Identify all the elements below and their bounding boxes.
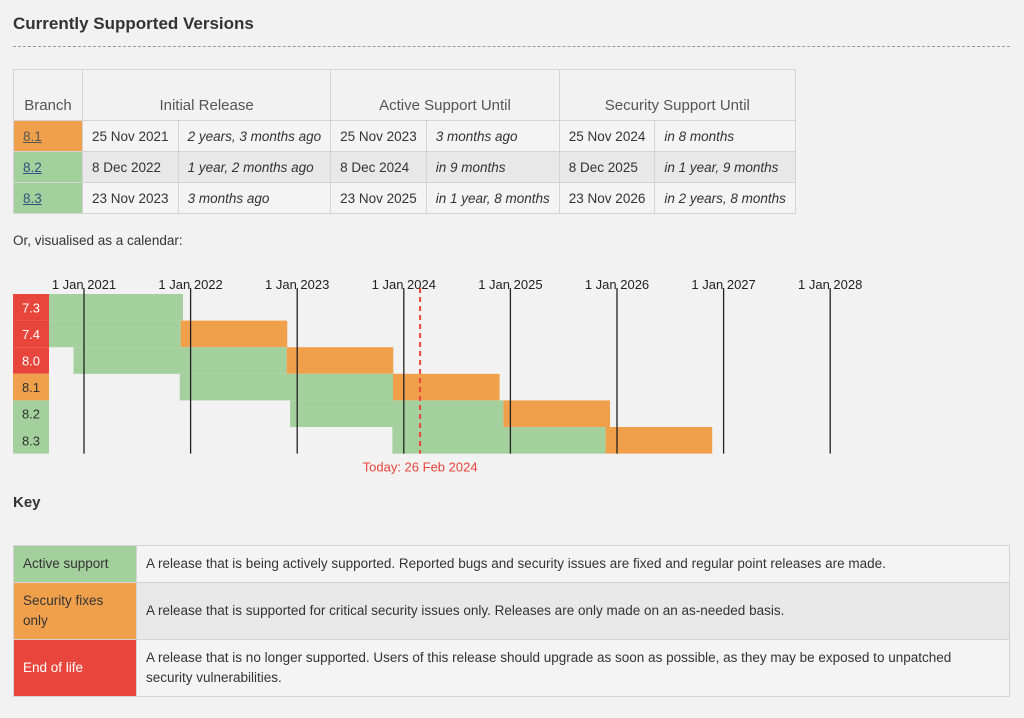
header-initial-release: Initial Release bbox=[81, 69, 332, 121]
branch-cell[interactable]: 8.1 bbox=[13, 120, 83, 152]
security-support-bar bbox=[286, 347, 394, 374]
key-desc-active: A release that is being actively support… bbox=[136, 545, 1010, 583]
branch-label-box bbox=[13, 373, 49, 401]
table-header-row: Branch Initial Release Active Support Un… bbox=[13, 69, 796, 121]
initial-relative: 2 years, 3 months ago bbox=[177, 120, 332, 152]
key-row-active: Active support A release that is being a… bbox=[13, 545, 1010, 583]
security-relative: in 8 months bbox=[654, 120, 796, 152]
branch-label-box bbox=[13, 427, 49, 454]
branch-link[interactable]: 8.1 bbox=[23, 128, 42, 144]
active-support-bar bbox=[49, 294, 184, 321]
key-desc-eol: A release that is no longer supported. U… bbox=[136, 639, 1010, 697]
table-row: 8.3 23 Nov 2023 3 months ago 23 Nov 2025… bbox=[13, 182, 796, 214]
branch-link[interactable]: 8.3 bbox=[23, 190, 42, 206]
today-label: Today: 26 Feb 2024 bbox=[363, 460, 478, 475]
header-branch: Branch bbox=[13, 69, 83, 121]
key-label-eol: End of life bbox=[13, 639, 137, 697]
header-security-support: Security Support Until bbox=[558, 69, 796, 121]
initial-relative: 3 months ago bbox=[177, 182, 332, 214]
key-label-security: Security fixes only bbox=[13, 582, 137, 640]
security-support-bar bbox=[605, 427, 713, 454]
branch-label: 8.1 bbox=[22, 380, 40, 395]
initial-date: 25 Nov 2021 bbox=[82, 120, 179, 152]
table-row: 8.1 25 Nov 2021 2 years, 3 months ago 25… bbox=[13, 120, 796, 152]
year-label: 1 Jan 2027 bbox=[691, 277, 755, 292]
branch-label: 7.4 bbox=[22, 327, 40, 342]
active-date: 23 Nov 2025 bbox=[330, 182, 427, 214]
year-label: 1 Jan 2026 bbox=[585, 277, 649, 292]
release-calendar: 7.3 7.4 8.0 8.1 8.2 8.3 1 Jan 2021 1 Jan 2022 1 … bbox=[13, 277, 862, 475]
key-row-security: Security fixes only A release that is su… bbox=[13, 582, 1010, 640]
initial-date: 8 Dec 2022 bbox=[82, 151, 179, 183]
active-support-bar bbox=[49, 320, 181, 348]
active-relative: in 9 months bbox=[425, 151, 560, 183]
key-label-active: Active support bbox=[13, 545, 137, 583]
branch-label-box bbox=[13, 294, 49, 321]
page-title: Currently Supported Versions bbox=[13, 14, 1010, 47]
branch-label-box bbox=[13, 400, 49, 427]
year-label: 1 Jan 2022 bbox=[158, 277, 222, 292]
calendar-caption: Or, visualised as a calendar: bbox=[13, 233, 183, 248]
security-date: 23 Nov 2026 bbox=[558, 182, 656, 214]
initial-relative: 1 year, 2 months ago bbox=[177, 151, 332, 183]
security-support-bar bbox=[503, 400, 610, 427]
branch-label-box bbox=[13, 347, 49, 374]
key-desc-security: A release that is supported for critical… bbox=[136, 582, 1010, 640]
branch-cell[interactable]: 8.3 bbox=[13, 182, 83, 214]
header-active-support: Active Support Until bbox=[330, 69, 560, 121]
branch-label: 7.3 bbox=[22, 300, 40, 315]
security-support-bar bbox=[180, 320, 288, 348]
branch-label-box bbox=[13, 320, 49, 348]
branch-cell[interactable]: 8.2 bbox=[13, 151, 83, 183]
key-heading: Key bbox=[13, 494, 41, 511]
key-row-eol: End of life A release that is no longer … bbox=[13, 639, 1010, 697]
key-table: Active support A release that is being a… bbox=[13, 545, 1010, 697]
active-date: 8 Dec 2024 bbox=[330, 151, 427, 183]
active-support-bar bbox=[290, 400, 504, 427]
security-date: 8 Dec 2025 bbox=[558, 151, 656, 183]
branch-label: 8.0 bbox=[22, 354, 40, 369]
active-date: 25 Nov 2023 bbox=[330, 120, 427, 152]
year-label: 1 Jan 2023 bbox=[265, 277, 329, 292]
active-support-bar bbox=[73, 347, 287, 374]
branch-label: 8.2 bbox=[22, 407, 40, 422]
active-relative: 3 months ago bbox=[425, 120, 560, 152]
security-date: 25 Nov 2024 bbox=[558, 120, 656, 152]
branch-link[interactable]: 8.2 bbox=[23, 159, 42, 175]
security-relative: in 1 year, 9 months bbox=[654, 151, 796, 183]
active-support-bar bbox=[179, 373, 393, 401]
active-support-bar bbox=[392, 427, 606, 454]
branch-label: 8.3 bbox=[22, 433, 40, 448]
year-label: 1 Jan 2021 bbox=[52, 277, 116, 292]
active-relative: in 1 year, 8 months bbox=[425, 182, 560, 214]
versions-table: Branch Initial Release Active Support Un… bbox=[13, 69, 796, 214]
year-label: 1 Jan 2024 bbox=[372, 277, 436, 292]
initial-date: 23 Nov 2023 bbox=[82, 182, 179, 214]
security-relative: in 2 years, 8 months bbox=[654, 182, 796, 214]
year-label: 1 Jan 2025 bbox=[478, 277, 542, 292]
table-row: 8.2 8 Dec 2022 1 year, 2 months ago 8 De… bbox=[13, 151, 796, 183]
year-label: 1 Jan 2028 bbox=[798, 277, 862, 292]
security-support-bar bbox=[392, 373, 500, 401]
